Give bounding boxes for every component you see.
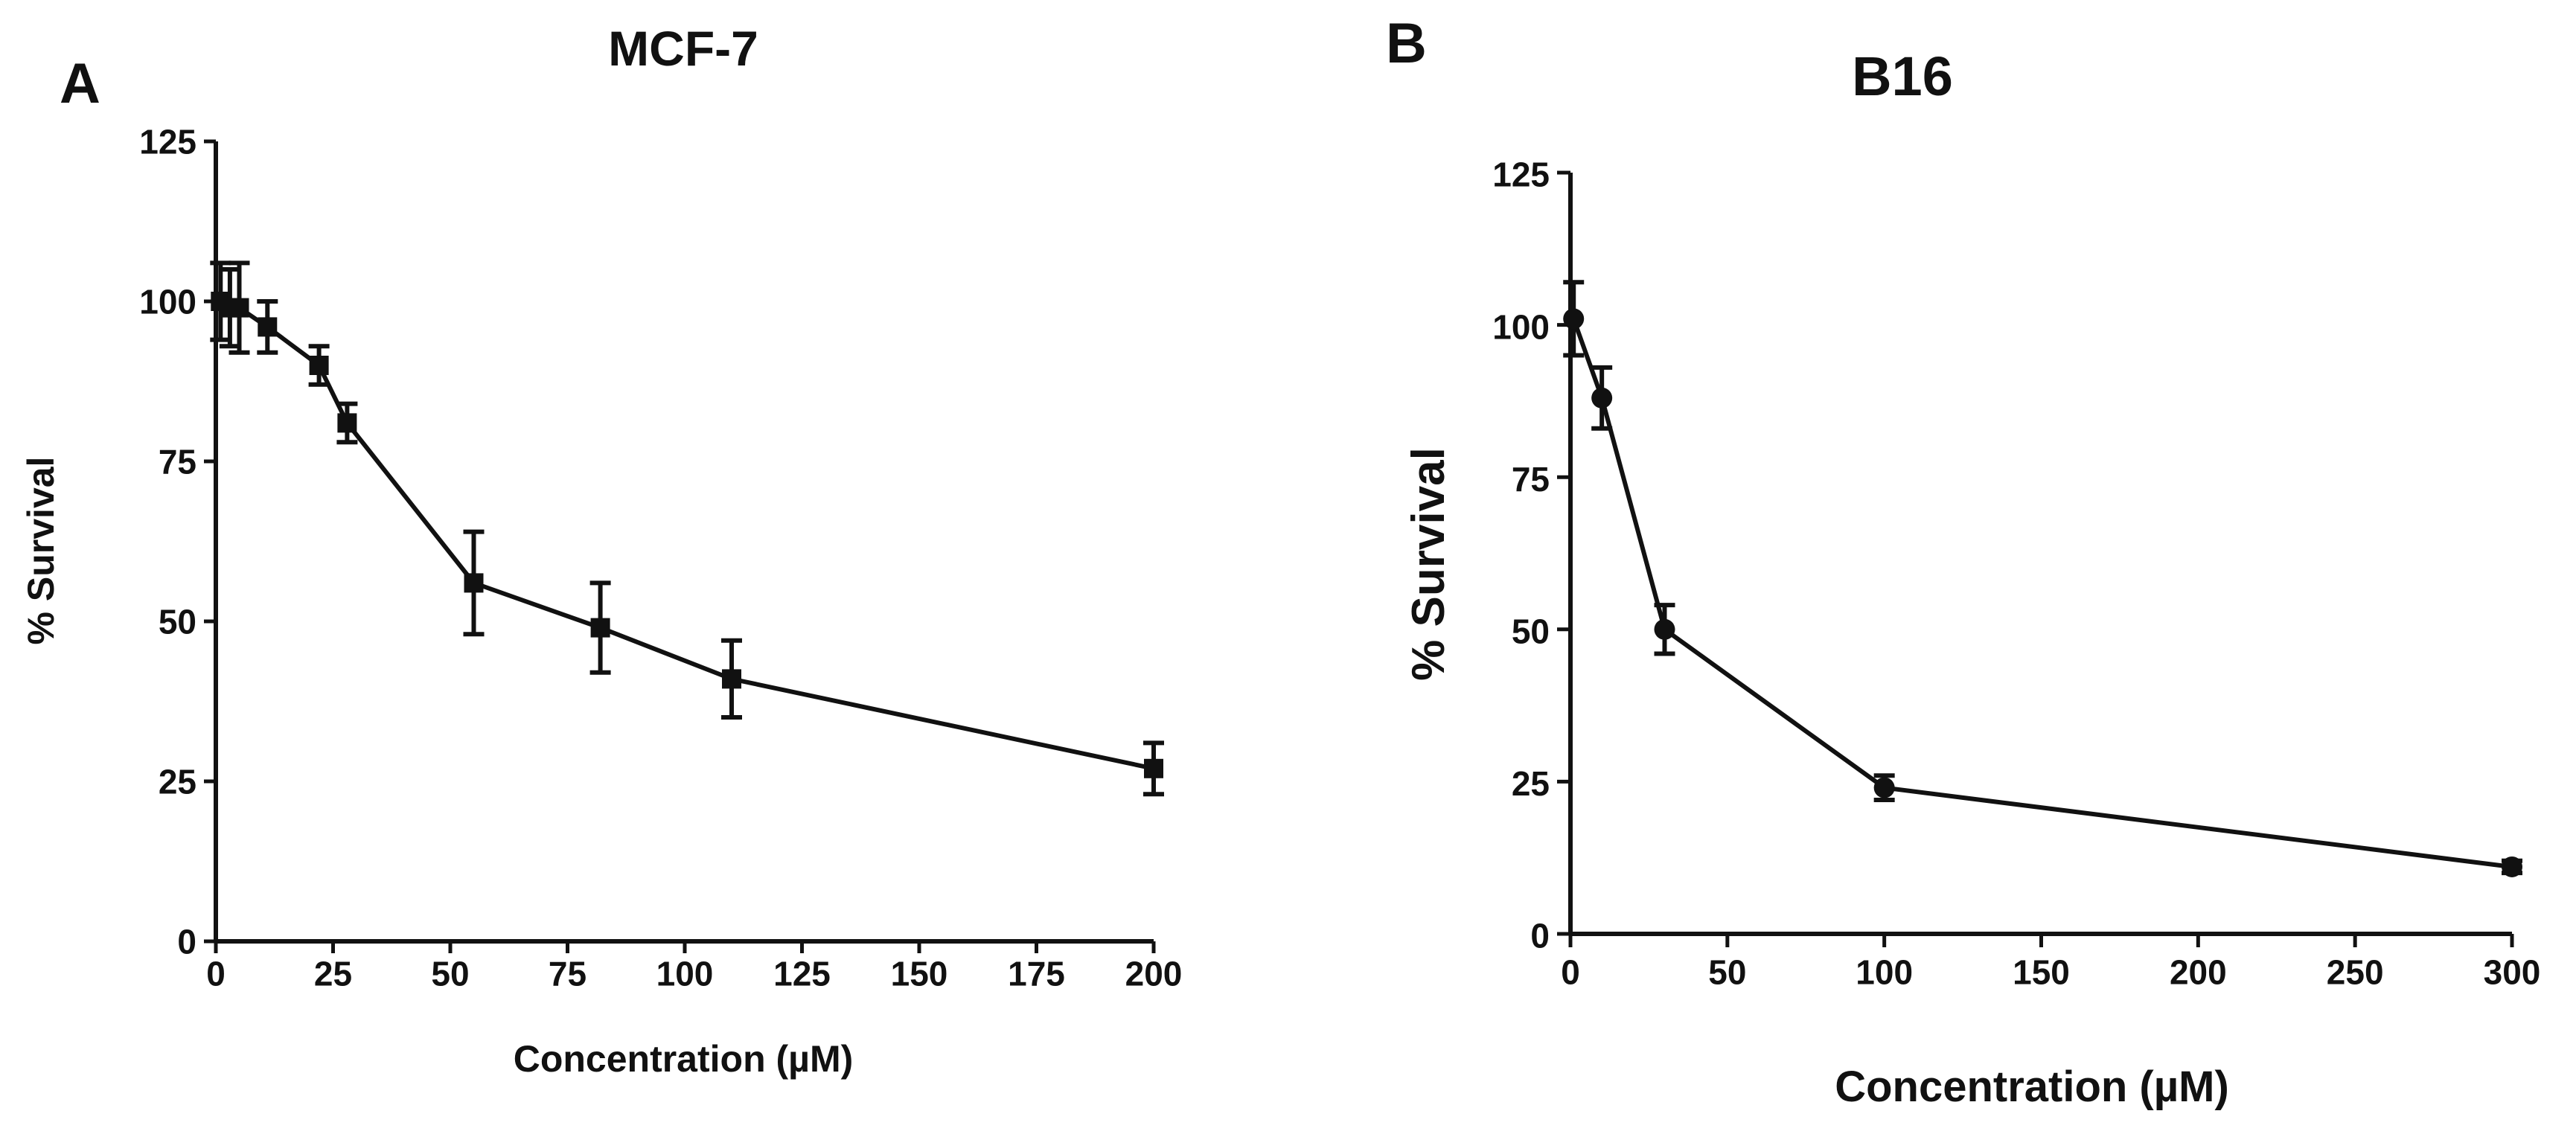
- data-point-a: [229, 298, 249, 318]
- y-tick-label-b: 25: [1512, 764, 1550, 803]
- x-tick-label-a: 75: [549, 955, 587, 993]
- data-point-b: [2502, 856, 2522, 877]
- data-point-a: [309, 356, 329, 375]
- chart-panel-a: A MCF-7 Concentration (µM) % Survival 0 2…: [20, 21, 1182, 1080]
- data-point-b: [1563, 308, 1585, 330]
- data-point-a: [1144, 758, 1163, 778]
- data-point-a: [258, 317, 278, 337]
- y-tick-label-a: 100: [139, 283, 196, 321]
- y-tick-label-a: 125: [139, 123, 196, 161]
- x-tick-label-a: 125: [773, 955, 831, 993]
- y-tick-label-a: 75: [159, 443, 196, 481]
- y-axis-label-b: % Survival: [1403, 447, 1454, 681]
- y-tick-label-a: 50: [159, 603, 196, 641]
- y-axis-label-a: % Survival: [20, 457, 62, 645]
- x-tick-label-b: 150: [2013, 952, 2070, 991]
- data-point-a: [590, 618, 610, 638]
- x-tick-label-b: 0: [1561, 952, 1580, 991]
- chart-title-b: B16: [1852, 45, 1953, 107]
- x-tick-label-b: 100: [1856, 952, 1913, 991]
- data-point-b: [1873, 777, 1895, 798]
- data-point-b: [1591, 387, 1613, 409]
- x-tick-label-a: 100: [656, 955, 714, 993]
- panel-letter-b: B: [1386, 12, 1427, 75]
- series-line-a: [219, 299, 1154, 771]
- panel-letter-a: A: [60, 52, 100, 115]
- series-line-b: [1571, 318, 2513, 869]
- chart-title-a: MCF-7: [608, 21, 758, 76]
- x-tick-label-b: 50: [1708, 952, 1746, 991]
- y-tick-label-b: 0: [1530, 917, 1550, 955]
- y-tick-label-a: 0: [177, 923, 196, 961]
- data-point-a: [722, 669, 741, 689]
- x-tick-label-a: 175: [1008, 955, 1065, 993]
- data-point-b: [1654, 618, 1675, 640]
- x-tick-label-b: 200: [2170, 952, 2227, 991]
- y-tick-label-b: 75: [1512, 460, 1550, 499]
- data-point-a: [337, 413, 357, 433]
- x-tick-label-a: 50: [431, 955, 469, 993]
- x-tick-label-b: 300: [2484, 952, 2541, 991]
- x-tick-label-a: 200: [1125, 955, 1183, 993]
- y-tick-label-b: 50: [1512, 612, 1550, 651]
- x-tick-label-b: 250: [2327, 952, 2384, 991]
- x-tick-label-a: 0: [206, 955, 226, 993]
- x-axis-label-a: Concentration (µM): [514, 1038, 854, 1080]
- chart-panel-b: B B16 Concentration (µM) % Survival 0 25 5…: [1386, 12, 2540, 1111]
- y-tick-label-a: 25: [159, 763, 196, 801]
- y-tick-label-b: 100: [1492, 307, 1550, 346]
- x-tick-label-a: 25: [314, 955, 352, 993]
- y-tick-label-b: 125: [1492, 156, 1550, 194]
- x-tick-label-a: 150: [891, 955, 948, 993]
- data-point-a: [464, 573, 484, 593]
- x-axis-label-b: Concentration (µM): [1835, 1063, 2229, 1111]
